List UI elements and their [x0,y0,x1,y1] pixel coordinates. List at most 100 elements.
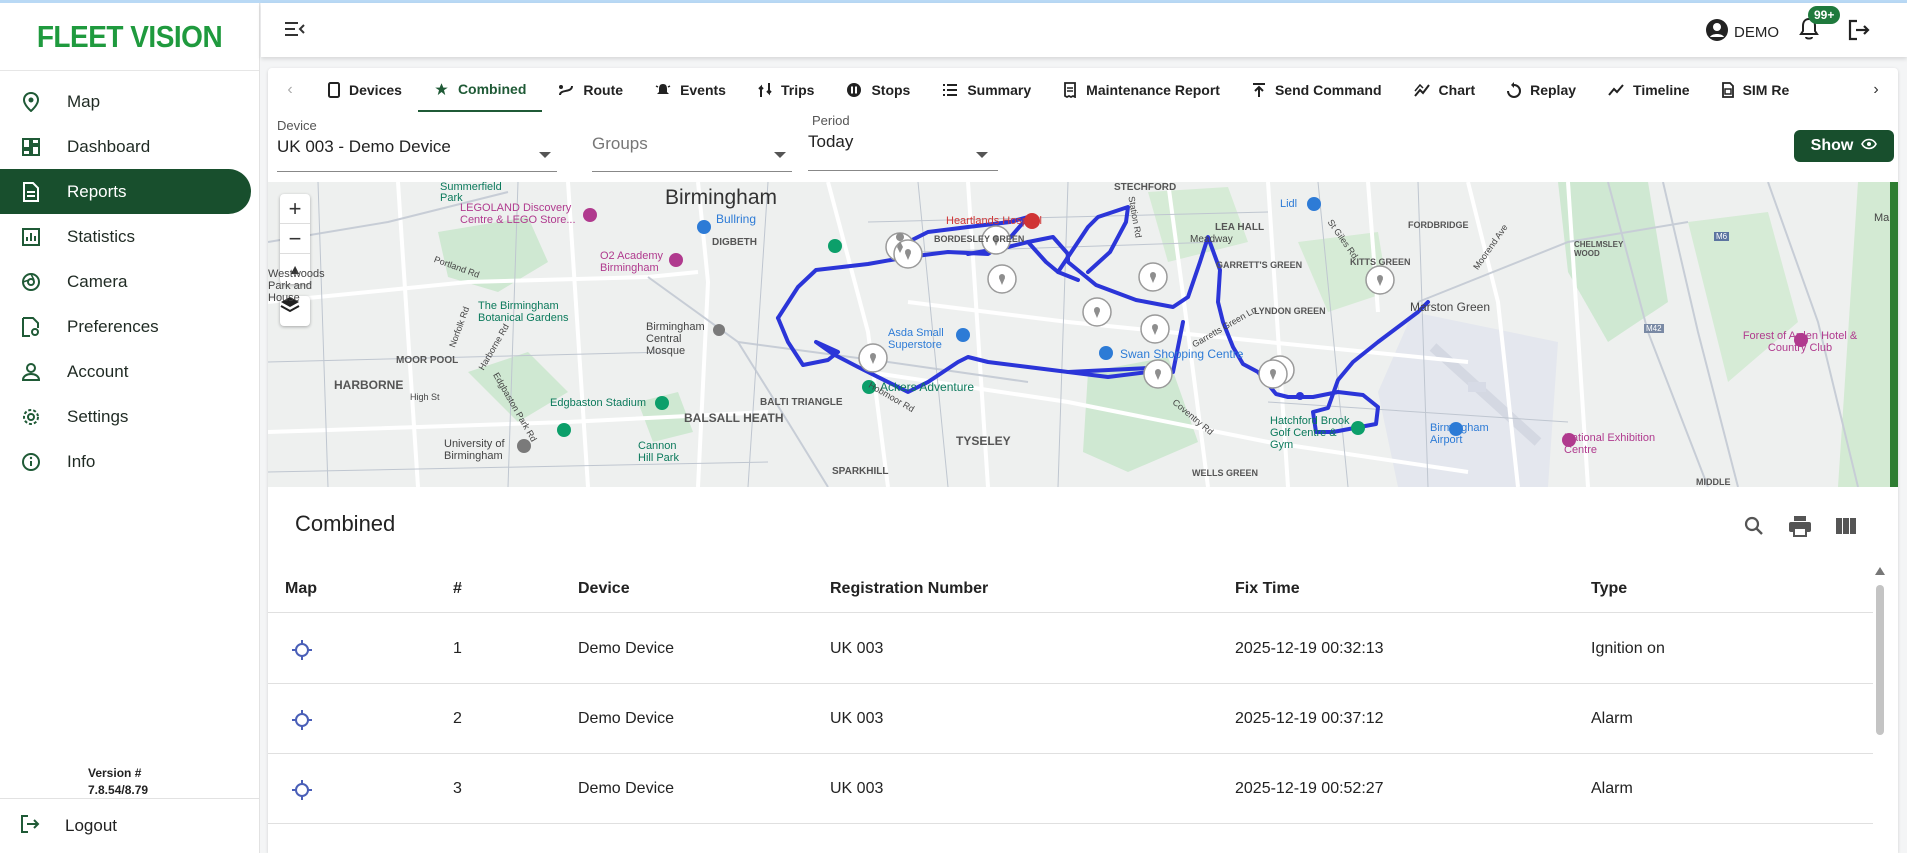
logout-icon [20,814,40,839]
sidebar-item-info[interactable]: Info [0,439,251,484]
statistics-icon [20,226,42,248]
cell-fix-time: 2025-12-19 00:52:27 [1235,780,1384,797]
period-select[interactable]: Period Today [796,113,998,171]
tab-events[interactable]: Events [639,68,742,112]
map-zoom-controls: + − ▲ [280,194,310,284]
table-toolbar [1741,513,1859,539]
version-label: Version # [88,766,142,780]
table-header: Map # Device Registration Number Fix Tim… [268,565,1873,613]
groups-select[interactable]: Groups [592,134,792,172]
columns-icon[interactable] [1833,513,1859,539]
cell-type: Ignition on [1591,640,1665,657]
cell-number: 2 [453,710,462,727]
locate-icon[interactable] [292,780,312,800]
map-label: High St [410,392,440,402]
sidebar-item-reports[interactable]: Reports [0,169,251,214]
column-header-registration-number[interactable]: Registration Number [830,580,989,597]
cell-type: Alarm [1591,710,1633,727]
map-label: DIGBETH [712,237,757,248]
exit-icon[interactable] [1847,18,1871,47]
eye-icon [1861,137,1878,155]
map-label: KITTS GREEN [1350,257,1411,267]
column-header-type[interactable]: Type [1591,580,1628,597]
tab-maintenance-report[interactable]: Maintenance Report [1047,68,1236,112]
column-header-fix-time[interactable]: Fix Time [1235,580,1300,597]
sidebar-item-map[interactable]: Map [0,79,251,124]
table-scrollbar[interactable] [1874,565,1886,853]
sidebar-item-statistics[interactable]: Statistics [0,214,251,259]
locate-icon[interactable] [292,710,312,730]
scrollbar-thumb[interactable] [1876,585,1884,735]
logout-button[interactable]: Logout [0,798,259,853]
tab-send-command[interactable]: Send Command [1236,68,1398,112]
table-row[interactable]: 3 Demo Device UK 003 2025-12-19 00:52:27… [268,754,1873,824]
table-row[interactable]: 2 Demo Device UK 003 2025-12-19 00:37:12… [268,684,1873,754]
table-row[interactable]: 1 Demo Device UK 003 2025-12-19 00:32:13… [268,614,1873,684]
tabs-scroll-left-icon[interactable]: ‹ [287,81,293,98]
tab-devices[interactable]: Devices [312,68,418,112]
sim-icon [1721,82,1734,98]
print-icon[interactable] [1787,513,1813,539]
scroll-up-arrow-icon[interactable] [1875,567,1885,575]
map-label: Heartlands Hospital [946,215,1042,227]
map-label: LEGOLAND Discovery Centre & LEGO Store..… [460,202,576,226]
period-label: Period [812,113,850,128]
map-label: SPARKHILL [832,466,889,477]
column-header-device[interactable]: Device [578,580,630,597]
map-label: STECHFORD [1114,182,1177,193]
sidebar-item-settings[interactable]: Settings [0,394,251,439]
tab-sim-report[interactable]: SIM Re [1706,68,1806,112]
layers-button[interactable] [280,296,310,326]
map-label: M42 [1644,324,1664,333]
sidebar-item-account[interactable]: Account [0,349,251,394]
compass-button[interactable]: ▲ [288,261,302,277]
tab-label: Chart [1438,82,1476,98]
user-menu[interactable]: DEMO [1705,18,1779,47]
top-accent-line [0,0,1907,3]
tab-label: Events [680,82,726,98]
tab-timeline[interactable]: Timeline [1592,68,1706,112]
tab-stops[interactable]: Stops [830,68,926,112]
menu-collapse-icon[interactable] [284,18,306,45]
device-select[interactable]: Device UK 003 - Demo Device [277,118,557,172]
tab-label: Combined [457,81,527,97]
tab-chart[interactable]: Chart [1398,68,1492,112]
zoom-in-button[interactable]: + [280,194,310,224]
sidebar-item-camera[interactable]: Camera [0,259,251,304]
show-button[interactable]: Show [1794,130,1894,162]
cell-number: 1 [453,640,462,657]
map-label: Forest of Arden Hotel & Country Club [1742,330,1858,354]
tab-replay[interactable]: Replay [1491,68,1592,112]
tab-summary[interactable]: Summary [926,68,1047,112]
map-base [268,182,1898,487]
version-info: Version # 7.8.54/8.79 [88,765,148,799]
map-label: Ma [1874,212,1890,224]
report-card: ‹ Devices Combined Route Events Trips St… [268,68,1898,853]
receipt-icon [1063,82,1077,98]
map-label: HARBORNE [334,378,404,392]
user-avatar-icon [1705,18,1729,47]
tab-label: Stops [871,82,911,98]
locate-icon[interactable] [292,640,312,660]
sidebar-item-dashboard[interactable]: Dashboard [0,124,251,169]
sidebar-item-preferences[interactable]: Preferences [0,304,251,349]
camera-icon [20,271,42,293]
tab-route[interactable]: Route [542,68,639,112]
map-label: WELLS GREEN [1192,468,1259,478]
tab-combined[interactable]: Combined [417,68,543,112]
route-map[interactable]: + − ▲ Birmingham Bullring DIGBETH LEGOLA… [268,182,1898,487]
user-name: DEMO [1734,24,1779,41]
map-label: M6 [1714,232,1730,241]
map-label: University of Birmingham [444,438,505,462]
chevron-down-icon [539,152,551,158]
zoom-out-button[interactable]: − [280,224,310,254]
map-label: BALTI TRIANGLE [760,397,843,408]
pause-icon [846,82,862,98]
map-label: BORDESLEY GREEN [934,234,1025,244]
tab-trips[interactable]: Trips [742,68,830,112]
search-icon[interactable] [1741,513,1767,539]
logo[interactable]: FLEET VISION [0,3,259,71]
column-header-map[interactable]: Map [285,580,317,597]
tabs-scroll-right-icon[interactable]: › [1873,81,1879,98]
column-header-number[interactable]: # [453,580,462,597]
